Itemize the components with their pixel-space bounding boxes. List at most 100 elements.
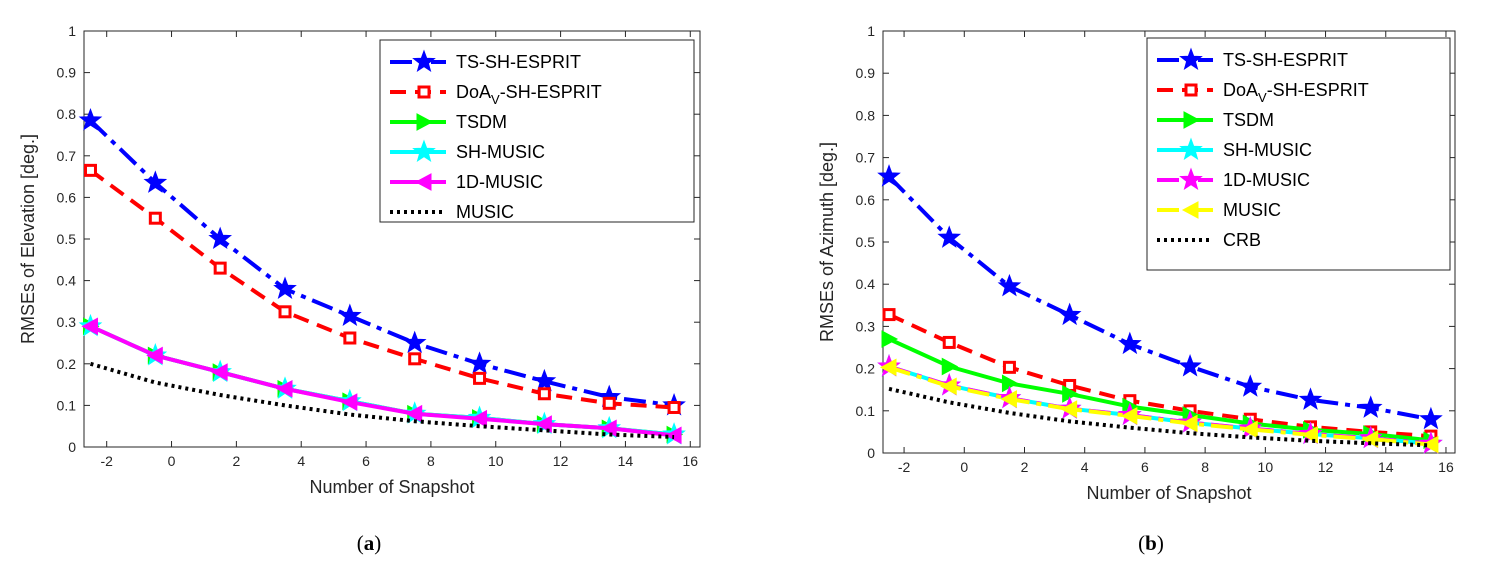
x-tick-label: 16 (682, 453, 698, 469)
data-point (467, 351, 492, 374)
data-point (997, 273, 1022, 297)
y-tick-label: 1 (867, 23, 875, 39)
y-tick-label: 0.5 (57, 231, 77, 247)
series-line (887, 175, 1432, 422)
y-tick-label: 0.6 (57, 189, 77, 205)
legend-marker (1184, 83, 1198, 97)
x-tick-label: 12 (553, 453, 569, 469)
data-point (273, 276, 297, 299)
x-tick-label: 0 (168, 453, 176, 469)
y-tick-label: 0.4 (57, 273, 77, 289)
legend: TS-SH-ESPRIT DoAV-SH-ESPRIT TSDM SH-MUSIC 1D… (1146, 37, 1451, 271)
series-crb (888, 386, 1431, 448)
data-point (1298, 387, 1323, 410)
legend-marker (1179, 167, 1203, 191)
legend-label: MUSIC (1223, 200, 1281, 220)
legend-label: DoAV-SH-ESPRIT (1223, 80, 1369, 105)
data-point (278, 305, 292, 319)
data-point (877, 164, 901, 187)
subfigure-label: (a) (357, 531, 382, 555)
y-tick-label: 0.7 (57, 148, 77, 164)
y-tick-label: 0.1 (856, 403, 876, 419)
y-tick-label: 0.9 (856, 65, 876, 81)
series-ts-sh-esprit (877, 164, 1443, 430)
y-tick-label: 0.3 (856, 318, 876, 334)
data-point (148, 211, 162, 225)
data-point (941, 357, 959, 376)
legend-box (379, 39, 695, 223)
data-point (1060, 400, 1078, 418)
legend-label: DoAV-SH-ESPRIT (456, 82, 602, 107)
data-point (537, 387, 551, 401)
legend-marker (414, 173, 432, 191)
y-tick-label: 0 (867, 445, 875, 461)
legend-label: 1D-MUSIC (1223, 170, 1310, 190)
x-axis-label: Number of Snapshot (309, 477, 474, 497)
x-tick-label: 10 (488, 453, 504, 469)
data-point (879, 358, 897, 377)
data-point (602, 396, 616, 410)
data-point (1178, 354, 1202, 377)
legend-label: TS-SH-ESPRIT (1223, 50, 1348, 70)
y-tick-label: 0.8 (856, 107, 876, 123)
legend-label: MUSIC (456, 202, 514, 222)
legend-marker (416, 113, 434, 131)
legend-marker (1183, 111, 1201, 129)
x-tick-label: 8 (427, 453, 435, 469)
data-point (600, 419, 617, 438)
data-point (1421, 435, 1439, 454)
x-tick-label: 14 (618, 453, 634, 469)
chart-panel-b: 0 0.1 0.2 0.3 0.4 0.5 0.6 0.7 0.8 0.9 1 -2 0 2 4 6 8 10 12… (817, 23, 1456, 555)
data-point (146, 346, 163, 365)
data-point (1419, 406, 1443, 430)
series-line (89, 118, 675, 408)
legend-marker (1181, 201, 1199, 219)
y-tick-label: 1 (68, 23, 76, 39)
data-point (338, 303, 362, 327)
x-tick-label: 4 (1081, 459, 1089, 475)
data-point (882, 308, 896, 322)
data-point (408, 352, 422, 366)
data-point (532, 368, 557, 392)
data-point (211, 363, 228, 381)
y-tick-label: 0.3 (57, 314, 77, 330)
data-point (81, 317, 98, 336)
legend-label: 1D-MUSIC (456, 172, 543, 192)
legend-label: CRB (1223, 230, 1261, 250)
legend-label: TS-SH-ESPRIT (456, 52, 581, 72)
legend-label: SH-MUSIC (1223, 140, 1312, 160)
legend-marker (1179, 137, 1203, 161)
legend-marker (412, 49, 436, 73)
data-point (1181, 414, 1198, 433)
data-point (1358, 395, 1383, 418)
legend: TS-SH-ESPRIT DoAV-SH-ESPRIT TSDM SH-MUSIC 1D… (379, 39, 695, 223)
x-tick-label: 14 (1378, 459, 1394, 475)
y-axis-label: RMSEs of Elevation [deg.] (18, 134, 38, 344)
data-point (208, 226, 232, 250)
series-line (888, 337, 1432, 443)
y-tick-label: 0.2 (856, 361, 876, 377)
data-point (940, 377, 957, 396)
x-tick-label: 2 (232, 453, 240, 469)
data-point (1241, 420, 1258, 439)
x-tick-label: 4 (297, 453, 305, 469)
x-tick-label: 0 (960, 459, 968, 475)
x-tick-label: 16 (1438, 459, 1454, 475)
x-axis-label: Number of Snapshot (1086, 483, 1251, 503)
x-tick-label: 2 (1021, 459, 1029, 475)
legend-label: TSDM (456, 112, 507, 132)
data-point (213, 261, 227, 275)
y-tick-label: 0.8 (57, 106, 77, 122)
x-tick-label: 10 (1258, 459, 1274, 475)
data-point (83, 163, 97, 177)
series-music (89, 361, 675, 440)
x-tick-label: 6 (362, 453, 370, 469)
series-line (888, 312, 1432, 439)
x-tick-label: 12 (1318, 459, 1334, 475)
data-point (405, 404, 423, 423)
x-tick-label: 8 (1201, 459, 1209, 475)
data-point (1000, 390, 1017, 408)
data-point (143, 170, 168, 193)
data-point (343, 331, 357, 345)
data-point (470, 409, 488, 428)
